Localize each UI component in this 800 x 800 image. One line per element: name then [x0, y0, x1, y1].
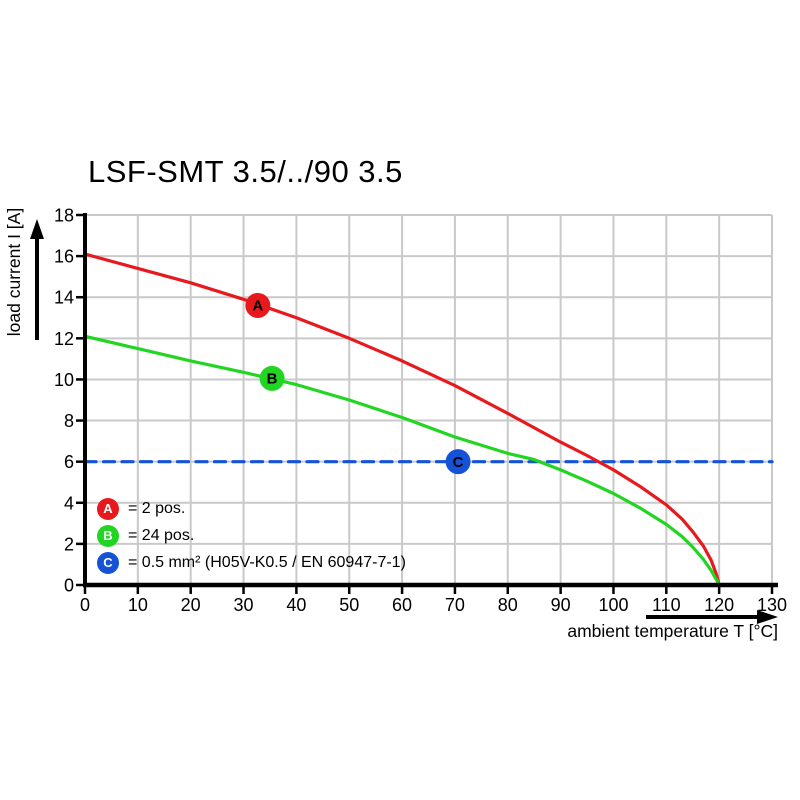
x-axis-label: ambient temperature T [°C] [567, 621, 778, 641]
legend-marker-b-icon: B [97, 525, 119, 547]
x-tick-label: 50 [339, 595, 359, 615]
y-tick-label: 4 [64, 493, 74, 513]
x-tick-label: 100 [598, 595, 628, 615]
legend-label-wire-limit: = 0.5 mm² (H05V-K0.5 / EN 60947-7-1) [128, 554, 406, 571]
x-tick-label: 40 [286, 595, 306, 615]
x-tick-label: 80 [498, 595, 518, 615]
y-tick-label: 8 [64, 411, 74, 431]
y-tick-label: 10 [54, 370, 74, 390]
x-axis-arrowhead-icon [757, 610, 778, 624]
curve-marker-label-A: A [252, 298, 263, 315]
y-tick-label: 16 [54, 247, 74, 267]
legend-item-wire-limit: C = 0.5 mm² (H05V-K0.5 / EN 60947-7-1) [97, 552, 406, 574]
y-axis-arrowhead-icon [30, 219, 44, 239]
x-tick-label: 0 [80, 595, 90, 615]
x-tick-label: 110 [652, 595, 681, 615]
x-tick-label: 70 [445, 595, 465, 615]
legend-marker-c-icon: C [97, 552, 119, 574]
legend-item-24pos: B = 24 pos. [97, 525, 406, 547]
y-tick-label: 0 [64, 576, 74, 596]
y-tick-label: 2 [64, 534, 74, 554]
y-tick-label: 12 [54, 329, 74, 349]
y-tick-label: 14 [54, 288, 74, 308]
legend-item-2pos: A = 2 pos. [97, 498, 406, 520]
legend-marker-a-icon: A [97, 498, 119, 520]
legend-label-2pos: = 2 pos. [128, 500, 186, 517]
y-tick-label: 6 [64, 452, 74, 472]
curve-marker-label-B: B [267, 371, 278, 388]
curve-marker-A [245, 292, 271, 318]
chart-legend: A = 2 pos. B = 24 pos. C = 0.5 mm² (H05V… [97, 498, 406, 574]
curve-marker-B [259, 365, 285, 391]
x-tick-label: 60 [392, 595, 412, 615]
chart-title: LSF-SMT 3.5/../90 3.5 [88, 154, 403, 189]
curve-marker-C [445, 449, 471, 475]
curve-marker-label-C: C [453, 454, 464, 471]
x-tick-label: 120 [704, 595, 734, 615]
x-tick-label: 90 [551, 595, 571, 615]
x-tick-label: 130 [757, 595, 787, 615]
y-tick-label: 18 [54, 206, 74, 226]
x-tick-label: 10 [128, 595, 148, 615]
legend-label-24pos: = 24 pos. [128, 527, 195, 544]
x-tick-label: 20 [181, 595, 201, 615]
x-tick-label: 30 [234, 595, 254, 615]
